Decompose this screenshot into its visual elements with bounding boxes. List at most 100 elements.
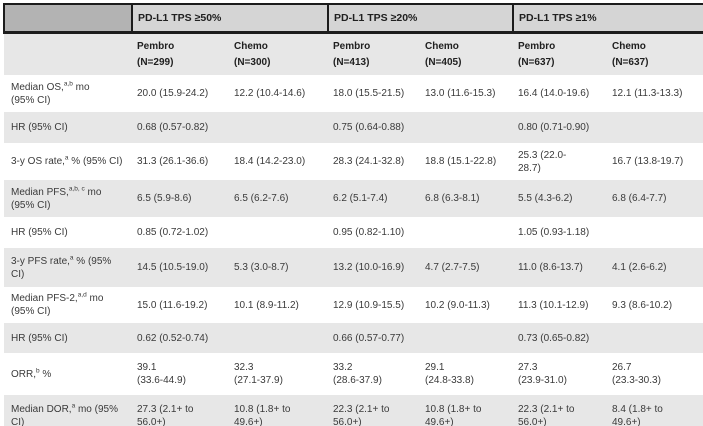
value-cell: 33.2 (28.6-37.9): [328, 353, 420, 395]
value-cell: 14.5 (10.5-19.0): [132, 248, 229, 287]
row-label-text: HR (95% CI): [11, 332, 68, 344]
table-row-3y-os-rate: 3-y OS rate,a % (95% CI) 31.3 (26.1-36.6…: [4, 143, 703, 180]
row-label-text: Median PFS-2,: [11, 293, 78, 304]
value-cell: 13.0 (11.6-15.3): [420, 75, 513, 112]
value-cell: 18.4 (14.2-23.0): [229, 143, 328, 180]
value-cell: 15.0 (11.6-19.2): [132, 287, 229, 323]
row-label: Median OS,a,b mo (95% CI): [4, 75, 132, 112]
row-label: Median DOR,a mo (95% CI): [4, 395, 132, 426]
value-cell: 22.3 (2.1+ to 56.0+): [328, 395, 420, 426]
arm-header-spacer: [4, 32, 132, 75]
row-label-text: % (95% CI): [11, 255, 112, 280]
arm-name: Pembro: [137, 41, 175, 52]
table-row-orr: ORR,b % 39.1 (33.6-44.9) 32.3 (27.1-37.9…: [4, 353, 703, 395]
arm-n: (N=637): [612, 56, 649, 68]
value-cell: 16.4 (14.0-19.6): [513, 75, 607, 112]
value-cell: 12.9 (10.9-15.5): [328, 287, 420, 323]
arm-name: Chemo: [425, 41, 459, 52]
footnote-marker: a,d: [77, 291, 87, 299]
value-cell: 0.75 (0.64-0.88): [328, 112, 420, 143]
arm-header-pembro-50: Pembro (N=299): [132, 32, 229, 75]
row-label: Median PFS,a,b, c mo (95% CI): [4, 180, 132, 217]
footnote-marker: b: [36, 367, 40, 375]
table-row-pfs-hr: HR (95% CI) 0.85 (0.72-1.02) 0.95 (0.82-…: [4, 217, 703, 248]
arm-header-row: Pembro (N=299) Chemo (N=300) Pembro (N=413)…: [4, 32, 703, 75]
arm-name: Pembro: [518, 41, 556, 52]
footnote-marker: a,b: [63, 80, 73, 88]
table-row-median-pfs: Median PFS,a,b, c mo (95% CI) 6.5 (5.9-8…: [4, 180, 703, 217]
arm-header-pembro-1: Pembro (N=637): [513, 32, 607, 75]
value-cell: 6.5 (6.2-7.6): [229, 180, 328, 217]
value-cell: 18.8 (15.1-22.8): [420, 143, 513, 180]
value-cell: 10.8 (1.8+ to 49.6+): [229, 395, 328, 426]
arm-header-chemo-1: Chemo (N=637): [607, 32, 703, 75]
row-label-text: mo (95% CI): [11, 186, 102, 211]
value-cell: 6.8 (6.4-7.7): [607, 180, 703, 217]
group-header-tps20: PD-L1 TPS ≥20%: [327, 3, 513, 34]
value-cell: 0.73 (0.65-0.82): [513, 323, 607, 353]
value-cell: 10.2 (9.0-11.3): [420, 287, 513, 323]
footnote-marker: a: [69, 254, 74, 262]
table-row-median-dor: Median DOR,a mo (95% CI) 27.3 (2.1+ to 5…: [4, 395, 703, 426]
value-cell: [420, 112, 513, 143]
value-cell: [229, 217, 328, 248]
value-cell: 0.62 (0.52-0.74): [132, 323, 229, 353]
value-cell: 12.2 (10.4-14.6): [229, 75, 328, 112]
value-cell: 18.0 (15.5-21.5): [328, 75, 420, 112]
group-header-row: PD-L1 TPS ≥50% PD-L1 TPS ≥20% PD-L1 TPS …: [3, 3, 703, 34]
value-cell: 4.1 (2.6-6.2): [607, 248, 703, 287]
value-cell: 32.3 (27.1-37.9): [229, 353, 328, 395]
value-cell: 6.5 (5.9-8.6): [132, 180, 229, 217]
value-cell: 0.95 (0.82-1.10): [328, 217, 420, 248]
value-cell: [420, 217, 513, 248]
arm-n: (N=413): [333, 56, 370, 68]
table-row-median-pfs2: Median PFS-2,a,d mo (95% CI) 15.0 (11.6-…: [4, 287, 703, 323]
footnote-marker: a: [64, 154, 69, 162]
row-label-text: % (95% CI): [68, 156, 123, 167]
footnote-marker: a,b, c: [68, 185, 85, 193]
value-cell: 9.3 (8.6-10.2): [607, 287, 703, 323]
value-cell: 25.3 (22.0- 28.7): [513, 143, 607, 180]
table-row-pfs2-hr: HR (95% CI) 0.62 (0.52-0.74) 0.66 (0.57-…: [4, 323, 703, 353]
value-cell: 27.3 (23.9-31.0): [513, 353, 607, 395]
value-cell: [420, 323, 513, 353]
value-cell: 6.8 (6.3-8.1): [420, 180, 513, 217]
arm-n: (N=637): [518, 56, 555, 68]
table-row-os-hr: HR (95% CI) 0.68 (0.57-0.82) 0.75 (0.64-…: [4, 112, 703, 143]
arm-header-pembro-20: Pembro (N=413): [328, 32, 420, 75]
arm-name: Chemo: [234, 41, 268, 52]
value-cell: 5.5 (4.3-6.2): [513, 180, 607, 217]
value-cell: [229, 112, 328, 143]
value-cell: [607, 323, 703, 353]
row-label-text: Median OS,: [11, 81, 64, 93]
row-label-text: 3-y OS rate,: [11, 156, 65, 167]
value-cell: 31.3 (26.1-36.6): [132, 143, 229, 180]
value-cell: 27.3 (2.1+ to 56.0+): [132, 395, 229, 426]
value-cell: 4.7 (2.7-7.5): [420, 248, 513, 287]
value-cell: 0.68 (0.57-0.82): [132, 112, 229, 143]
value-cell: 10.1 (8.9-11.2): [229, 287, 328, 323]
row-label-text: %: [39, 368, 52, 380]
value-cell: 12.1 (11.3-13.3): [607, 75, 703, 112]
value-cell: 11.3 (10.1-12.9): [513, 287, 607, 323]
row-label: HR (95% CI): [4, 323, 132, 353]
row-label: 3-y OS rate,a % (95% CI): [4, 143, 132, 180]
value-cell: 8.4 (1.8+ to 49.6+): [607, 395, 703, 426]
row-label: 3-y PFS rate,a % (95% CI): [4, 248, 132, 287]
row-label: ORR,b %: [4, 353, 132, 395]
row-label-text: mo (95% CI): [11, 293, 104, 317]
row-label-text: Median PFS,: [11, 186, 69, 198]
row-label-text: ORR,: [11, 368, 36, 380]
value-cell: [607, 217, 703, 248]
arm-name: Pembro: [333, 41, 371, 52]
value-cell: 20.0 (15.9-24.2): [132, 75, 229, 112]
value-cell: 29.1 (24.8-33.8): [420, 353, 513, 395]
arm-n: (N=405): [425, 56, 462, 68]
arm-header-chemo-20: Chemo (N=405): [420, 32, 513, 75]
value-cell: 0.85 (0.72-1.02): [132, 217, 229, 248]
row-label-text: mo (95% CI): [11, 403, 118, 426]
value-cell: 5.3 (3.0-8.7): [229, 248, 328, 287]
value-cell: 10.8 (1.8+ to 49.6+): [420, 395, 513, 426]
row-label: HR (95% CI): [4, 217, 132, 248]
